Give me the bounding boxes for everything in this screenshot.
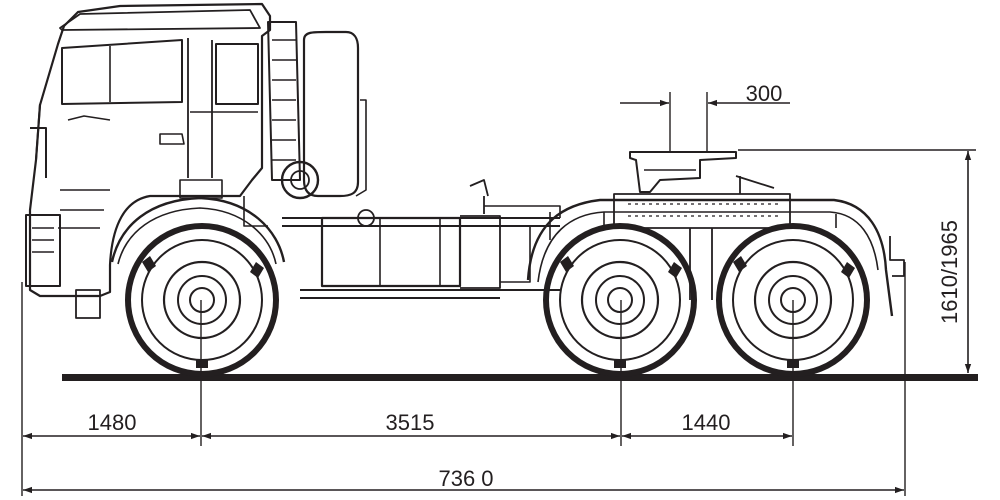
air-intake xyxy=(267,21,301,181)
dim-label-300: 300 xyxy=(746,81,783,106)
dim-label-1610-1965: 1610/1965 xyxy=(937,220,962,324)
cab-window-front xyxy=(61,39,183,105)
dim-label-3515: 3515 xyxy=(386,410,435,435)
truck-outline xyxy=(25,2,905,377)
dimension-extension-lines xyxy=(21,92,976,496)
dim-label-7360: 736 0 xyxy=(438,466,493,491)
fifth-wheel xyxy=(629,151,737,193)
front-wheel xyxy=(125,223,279,377)
fuel-tank xyxy=(320,216,462,288)
tire-tread-marks xyxy=(142,256,855,368)
rear-fender xyxy=(526,198,894,317)
dim-label-1440: 1440 xyxy=(682,410,731,435)
front-bumper xyxy=(25,214,61,287)
cab-window-side xyxy=(215,43,259,105)
dimension-arrows xyxy=(23,99,972,494)
mirror xyxy=(30,103,47,178)
middle-wheel xyxy=(543,223,697,377)
dim-label-1480: 1480 xyxy=(88,410,137,435)
ground-line xyxy=(62,374,978,381)
spare-wheel xyxy=(302,30,360,198)
